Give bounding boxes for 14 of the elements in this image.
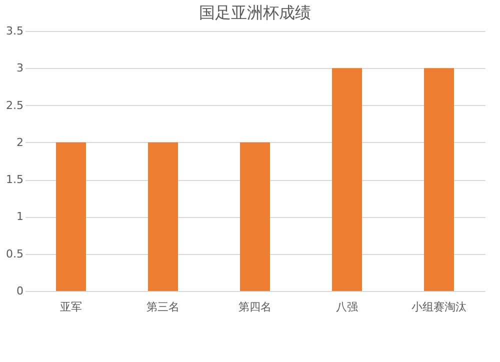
chart-title: 国足亚洲杯成绩: [199, 3, 311, 22]
y-tick-label: 0: [16, 284, 24, 298]
x-tick-label: 第四名: [238, 300, 272, 314]
x-tick-label: 亚军: [60, 300, 82, 314]
x-tick-label: 第三名: [146, 300, 180, 314]
x-tick-label: 小组赛淘汰: [412, 300, 466, 314]
y-tick-label: 2.5: [6, 98, 24, 112]
x-tick-label: 八强: [336, 300, 358, 314]
y-tick-label: 3: [16, 62, 24, 75]
y-tick-label: 1.5: [6, 173, 24, 186]
y-tick-label: 2: [16, 136, 24, 149]
y-tick-label: 0.5: [6, 247, 24, 260]
y-tick-label: 1: [16, 210, 24, 224]
y-tick-label: 3.5: [6, 24, 24, 38]
